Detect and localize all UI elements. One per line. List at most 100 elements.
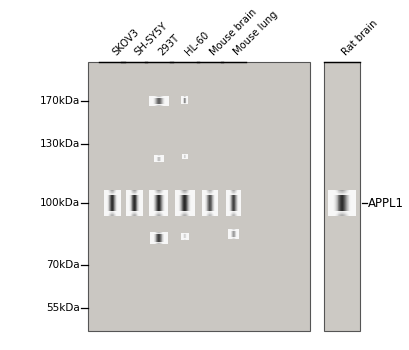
Bar [353,190,354,193]
Bar [336,213,337,214]
Bar [346,212,347,214]
Bar [352,212,353,213]
Bar [341,192,342,194]
Bar [354,191,355,193]
Bar [328,211,329,212]
Bar [339,213,340,214]
Bar [329,213,330,214]
Bar [345,193,346,214]
Bar [346,213,347,215]
Bar [344,214,345,217]
Bar [351,193,352,194]
Bar [354,190,355,193]
Bar [339,213,340,215]
Bar [338,213,339,215]
Text: 100kDa: 100kDa [40,198,80,208]
Bar [354,190,355,193]
Bar [342,212,343,214]
Bar [328,212,329,213]
Bar [347,213,348,214]
Bar [338,190,339,193]
Bar [330,191,331,193]
Bar [350,191,351,193]
Bar [355,213,356,214]
Bar [334,213,335,214]
Bar [345,214,346,217]
Bar [332,192,333,194]
Bar [335,192,336,194]
Bar [343,214,344,216]
Bar [354,214,355,217]
Bar [352,211,353,212]
Bar [349,212,350,213]
Bar [333,211,334,212]
Bar [346,211,347,212]
Bar [349,214,350,216]
Bar [354,213,355,215]
Bar [328,193,329,214]
Bar [351,194,352,195]
Bar [337,190,338,193]
Bar [347,212,348,213]
Bar [332,212,333,213]
Bar [354,212,355,213]
Bar [341,191,342,193]
Bar [341,211,342,212]
Bar [329,214,330,217]
Bar [349,192,350,194]
Bar [340,194,341,195]
Bar [349,190,350,193]
Bar [332,193,333,214]
Bar [348,212,349,213]
Bar [354,214,355,216]
Bar [348,194,349,195]
Bar [338,193,339,214]
Bar [337,214,338,217]
Bar [353,213,354,214]
Bar [341,213,342,214]
Bar [340,190,341,193]
Bar [343,194,344,195]
Bar [352,214,353,217]
Bar [330,212,331,214]
Bar [330,193,331,194]
Bar [345,212,346,213]
Bar [346,214,347,216]
Bar [351,192,352,194]
Bar [343,190,344,193]
Bar [331,190,332,193]
Bar [338,194,339,195]
Text: 70kDa: 70kDa [46,260,80,270]
Bar [328,213,329,214]
Bar [345,192,346,194]
Bar [329,193,330,194]
Bar [342,214,343,216]
Bar [342,193,343,214]
Bar [347,192,348,194]
Bar [331,212,332,213]
Bar [332,194,333,195]
Bar [345,190,346,193]
Bar [329,214,330,216]
Bar [334,193,335,194]
Bar [350,213,351,215]
Bar [337,212,338,214]
Bar [343,212,344,213]
Bar [333,214,334,216]
Text: SKOV3: SKOV3 [110,27,141,57]
Bar [335,213,336,214]
Bar [333,190,334,193]
Bar [336,194,337,195]
Bar [353,214,354,216]
Bar [331,192,332,194]
Bar [340,212,341,213]
Bar [350,214,351,217]
Bar [355,213,356,215]
Bar [339,190,340,193]
Bar [337,211,338,212]
Bar [337,194,338,195]
Bar [351,190,352,193]
Bar [353,214,354,217]
Bar [334,192,335,194]
Bar [335,213,336,215]
